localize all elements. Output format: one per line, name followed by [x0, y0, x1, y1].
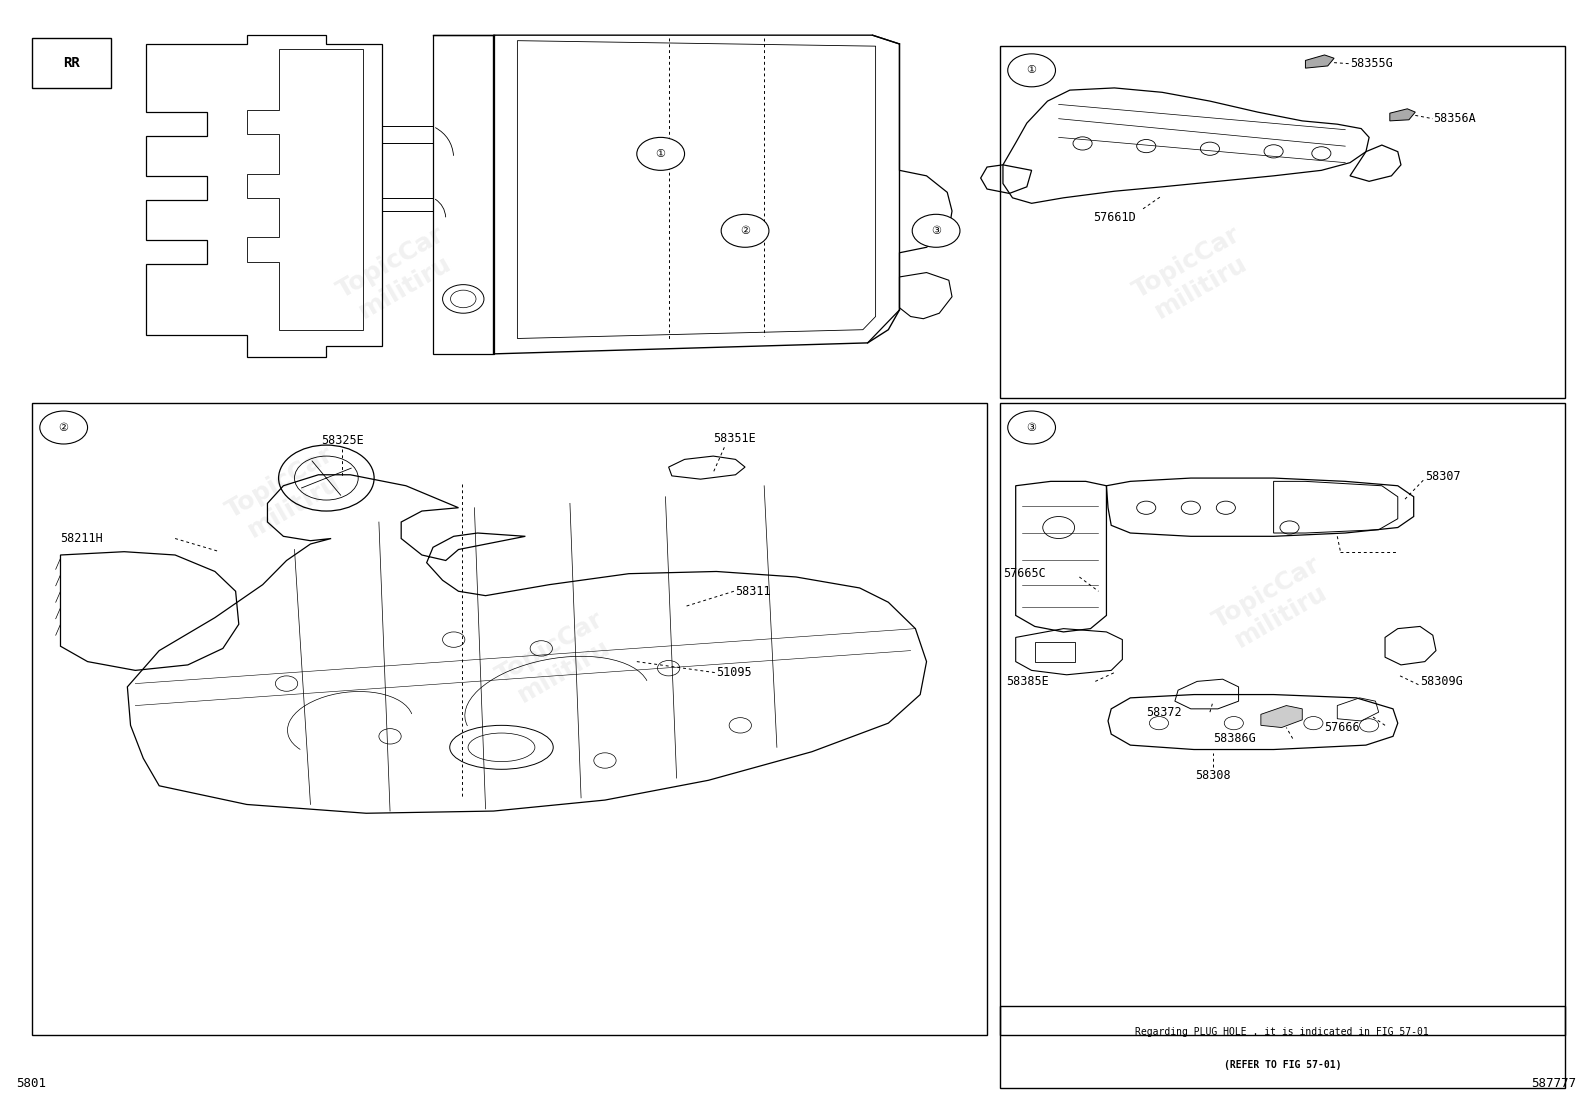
Text: TopicCar
militiru: TopicCar militiru [221, 442, 352, 547]
Text: (REFER TO FIG 57-01): (REFER TO FIG 57-01) [1224, 1059, 1340, 1070]
Text: ②: ② [59, 422, 68, 433]
Text: 58307: 58307 [1425, 470, 1460, 484]
Text: 58309G: 58309G [1420, 675, 1463, 688]
Text: TopicCar
militiru: TopicCar militiru [1129, 222, 1259, 328]
Text: RR: RR [64, 56, 80, 70]
Text: 58351E: 58351E [713, 432, 756, 445]
Text: 57661D: 57661D [1094, 211, 1135, 224]
Text: TopicCar
militiru: TopicCar militiru [492, 607, 622, 712]
Polygon shape [1261, 706, 1302, 728]
Text: 57665C: 57665C [1003, 567, 1046, 580]
Bar [32, 403, 987, 1035]
Text: 58325E: 58325E [322, 434, 363, 447]
Polygon shape [1390, 109, 1415, 121]
Text: 58355G: 58355G [1350, 57, 1393, 70]
Polygon shape [1305, 55, 1334, 68]
Text: 58386G: 58386G [1213, 732, 1256, 745]
Circle shape [443, 285, 484, 313]
Text: TopicCar
militiru: TopicCar militiru [1208, 552, 1339, 657]
Bar [1035, 642, 1075, 662]
Text: 58308: 58308 [1196, 769, 1231, 782]
Text: ②: ② [740, 225, 750, 236]
Text: 58385E: 58385E [1006, 675, 1049, 688]
Bar [1000, 1006, 1565, 1088]
Text: TopicCar
militiru: TopicCar militiru [333, 222, 463, 328]
Circle shape [912, 214, 960, 247]
Circle shape [1008, 54, 1055, 87]
Text: 5801: 5801 [16, 1077, 46, 1090]
Circle shape [637, 137, 685, 170]
Text: 58372: 58372 [1146, 706, 1181, 719]
Text: 51095: 51095 [716, 666, 751, 679]
Text: 587777: 587777 [1532, 1077, 1576, 1090]
Text: Regarding PLUG HOLE . it is indicated in FIG 57-01: Regarding PLUG HOLE . it is indicated in… [1135, 1026, 1430, 1037]
Circle shape [1008, 411, 1055, 444]
Text: 58356A: 58356A [1433, 112, 1476, 125]
Circle shape [721, 214, 769, 247]
Bar [1000, 46, 1565, 398]
Text: 57666: 57666 [1325, 721, 1360, 734]
Text: 58311: 58311 [736, 585, 771, 598]
Bar [32, 38, 111, 88]
Text: ①: ① [656, 148, 665, 159]
Bar [1000, 403, 1565, 1035]
Text: ③: ③ [931, 225, 941, 236]
Text: ③: ③ [1027, 422, 1036, 433]
Text: 58211H: 58211H [60, 532, 103, 545]
Circle shape [40, 411, 88, 444]
Text: ①: ① [1027, 65, 1036, 76]
